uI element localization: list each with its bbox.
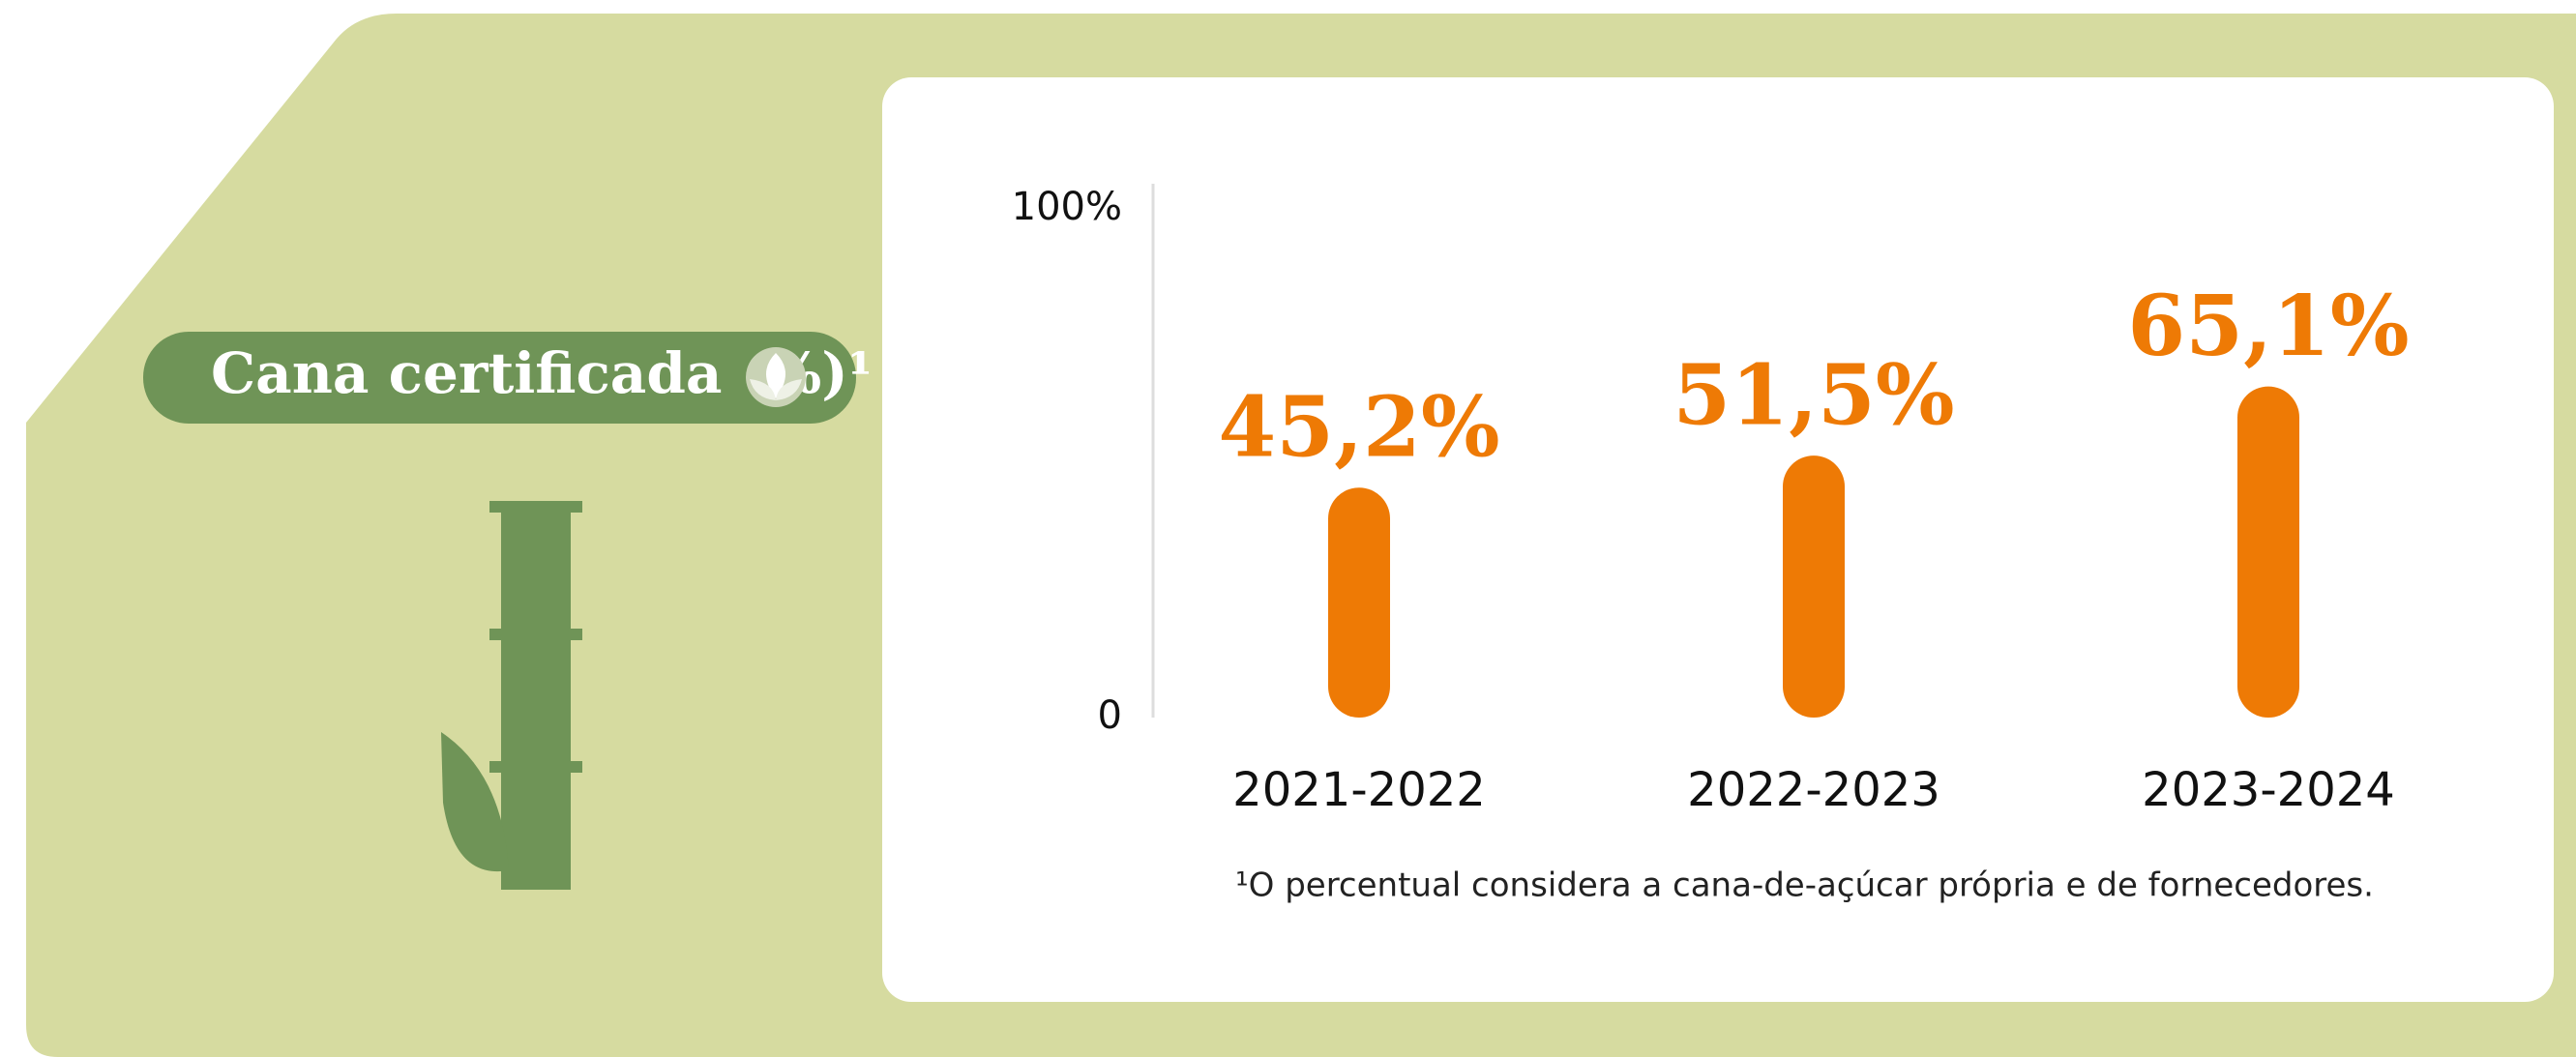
value-label: 51,5% — [1673, 347, 1954, 445]
x-tick-label: 2021-2022 — [1232, 763, 1486, 817]
y-tick-label: 0 — [1098, 693, 1122, 738]
value-label: 45,2% — [1218, 379, 1499, 477]
footnote: ¹O percentual considera a cana-de-açúcar… — [1235, 866, 2374, 905]
y-tick-label: 100% — [1012, 185, 1122, 229]
chart-card — [882, 77, 2554, 1002]
bar — [1328, 487, 1390, 718]
bar — [1783, 455, 1845, 718]
chart: Cana certificada (%)¹ ¹O percentual cons… — [0, 0, 2576, 1057]
value-label: 65,1% — [2127, 278, 2409, 375]
x-tick-label: 2022-2023 — [1687, 763, 1940, 817]
title-icon — [746, 347, 806, 407]
bar — [2237, 387, 2299, 718]
x-tick-label: 2023-2024 — [2142, 763, 2395, 817]
